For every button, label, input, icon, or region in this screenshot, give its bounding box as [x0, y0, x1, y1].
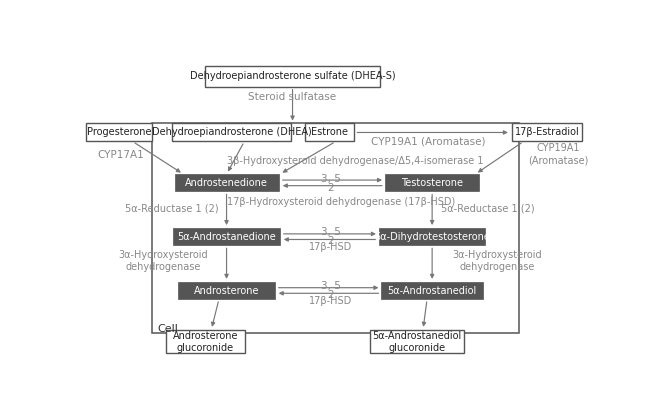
Text: Androstenedione: Androstenedione [185, 178, 268, 188]
Bar [379, 228, 485, 245]
Text: 3, 5: 3, 5 [321, 173, 341, 183]
Text: CYP17A1: CYP17A1 [97, 150, 144, 160]
Text: Progesterone: Progesterone [86, 128, 151, 137]
Text: 3β-Hydroxysteroid dehydrogenase/Δ5,4-isomerase 1: 3β-Hydroxysteroid dehydrogenase/Δ5,4-iso… [227, 156, 483, 166]
Bar [173, 228, 280, 245]
Text: Androsterone: Androsterone [194, 286, 259, 295]
Text: 3, 5: 3, 5 [321, 281, 341, 291]
Bar [205, 66, 380, 86]
Bar [178, 282, 275, 299]
Text: 17β-Estradiol: 17β-Estradiol [514, 128, 579, 137]
Text: 3α-Hydroxysteroid
dehydrogenase: 3α-Hydroxysteroid dehydrogenase [119, 250, 208, 272]
Text: 5α-Dihydrotestosterone: 5α-Dihydrotestosterone [374, 231, 490, 242]
Bar [512, 124, 582, 141]
Text: Testosterone: Testosterone [401, 178, 463, 188]
Text: CYP19A1
(Aromatase): CYP19A1 (Aromatase) [528, 143, 588, 165]
Text: 5α-Reductase 1 (2): 5α-Reductase 1 (2) [125, 203, 219, 213]
Text: Dehydroepiandrosterone sulfate (DHEA-S): Dehydroepiandrosterone sulfate (DHEA-S) [190, 72, 396, 82]
Bar [174, 174, 278, 191]
Bar [152, 123, 519, 333]
Text: CYP19A1 (Aromatase): CYP19A1 (Aromatase) [371, 137, 486, 147]
Bar [381, 282, 483, 299]
Text: 2: 2 [328, 183, 334, 193]
Text: Dehydroepiandrosterone (DHEA): Dehydroepiandrosterone (DHEA) [152, 128, 312, 137]
Text: Estrone: Estrone [311, 128, 348, 137]
Bar [385, 174, 479, 191]
Text: 2: 2 [328, 236, 334, 246]
Bar [370, 330, 464, 354]
Text: 17β-Hydroxysteroid dehydrogenase (17β-HSD): 17β-Hydroxysteroid dehydrogenase (17β-HS… [227, 198, 455, 208]
Bar [86, 124, 152, 141]
Text: 3α-Hydroxysteroid
dehydrogenase: 3α-Hydroxysteroid dehydrogenase [453, 250, 542, 272]
Text: 5α-Androstanedione: 5α-Androstanedione [177, 231, 276, 242]
Text: 3, 5: 3, 5 [321, 227, 341, 237]
Text: 17β-HSD: 17β-HSD [309, 296, 352, 306]
Text: Androsterone
glucoronide: Androsterone glucoronide [172, 331, 238, 353]
Text: 5α-Androstanediol: 5α-Androstanediol [388, 286, 477, 295]
Bar [166, 330, 244, 354]
Text: 17β-HSD: 17β-HSD [309, 242, 352, 252]
Bar [172, 124, 291, 141]
Text: 5α-Reductase 1 (2): 5α-Reductase 1 (2) [441, 203, 534, 213]
Text: Steroid sulfatase: Steroid sulfatase [248, 92, 337, 102]
Text: 5α-Androstanediol
glucoronide: 5α-Androstanediol glucoronide [372, 331, 462, 353]
Bar [305, 124, 354, 141]
Text: 2: 2 [328, 290, 334, 300]
Text: Cell: Cell [157, 324, 178, 334]
